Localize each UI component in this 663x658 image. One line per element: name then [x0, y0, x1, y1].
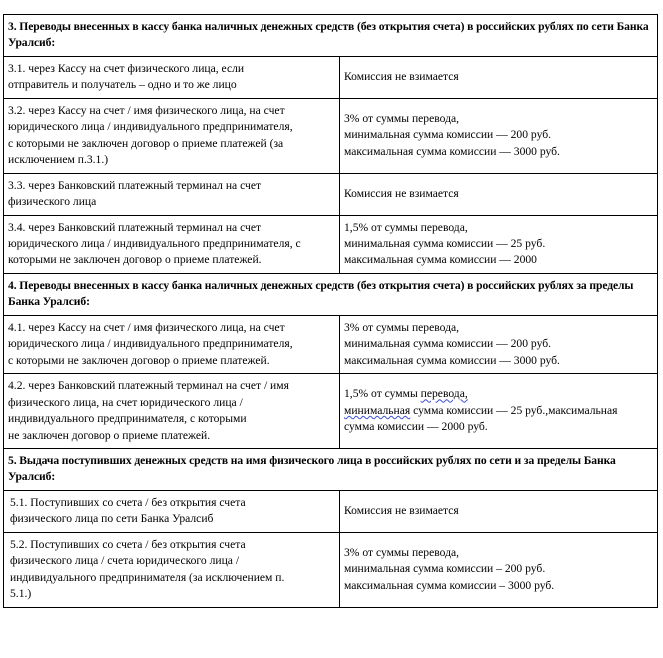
text-line: Комиссия не взимается — [344, 504, 459, 518]
text-line: 3.3. через Банковский платежный терминал… — [8, 178, 262, 192]
text-line: физического лица по сети Банка Уралсиб — [10, 512, 214, 526]
text-line: юридического лица / индивидуального пред… — [8, 236, 301, 250]
table-row: 3.3. через Банковский платежный терминал… — [3, 172, 658, 216]
table-row: 5.1. Поступивших со счета / без открытия… — [3, 489, 658, 533]
spellcheck-underlined-text: перевода, — [420, 387, 468, 401]
text-line: 3% от суммы перевода, — [344, 546, 460, 559]
text-line: Комиссия не взимается — [344, 186, 459, 200]
section-heading-section-4: 4. Переводы внесенных в кассу банка нали… — [3, 272, 658, 316]
description-cell-row-3-4: 3.4. через Банковский платежный терминал… — [3, 214, 340, 274]
text-line: юридического лица / индивидуального пред… — [8, 337, 293, 351]
text-line: 4.1. через Кассу на счет / имя физическо… — [8, 320, 285, 334]
fee-cell-row-3-3: Комиссия не взимается — [339, 172, 658, 216]
description-cell-row-3-3: 3.3. через Банковский платежный терминал… — [3, 172, 340, 216]
text-line: 5.1. Поступивших со счета / без открытия… — [10, 495, 246, 509]
text-segment: сумма комиссии — 2000 руб. — [344, 420, 488, 434]
section-heading-row: 5. Выдача поступивших денежных средств н… — [3, 447, 658, 491]
text-line: отправитель и получатель – одно и то же … — [8, 78, 237, 92]
text-line: 3.4. через Банковский платежный терминал… — [8, 220, 262, 234]
text-line: 3.2. через Кассу на счет / имя физическо… — [8, 103, 285, 117]
text-line: минимальная сумма комиссии — 200 руб. — [344, 337, 552, 351]
text-line: с которыми не заключен договор о приеме … — [8, 353, 270, 367]
tariff-table-body: 3. Переводы внесенных в кассу банка нали… — [3, 14, 658, 608]
section-heading-section-3: 3. Переводы внесенных в кассу банка нали… — [3, 14, 658, 57]
text-line: минимальная сумма комиссии — 25 руб.,мак… — [344, 403, 652, 419]
description-cell-row-3-1: 3.1. через Кассу на счет физического лиц… — [3, 55, 340, 99]
text-line: сумма комиссии — 2000 руб. — [344, 419, 652, 435]
text-line: физического лица, на счет юридического л… — [8, 395, 243, 409]
table-row: 5.2. Поступивших со счета / без открытия… — [3, 531, 658, 608]
text-line: физического лица — [8, 195, 97, 209]
description-cell-row-4-1: 4.1. через Кассу на счет / имя физическо… — [3, 314, 340, 375]
section-heading-section-5: 5. Выдача поступивших денежных средств н… — [3, 447, 658, 491]
text-line: 4.2. через Банковский платежный терминал… — [8, 379, 289, 393]
description-cell-row-5-1: 5.1. Поступивших со счета / без открытия… — [3, 489, 340, 533]
text-line: индивидуального предпринимателя, с котор… — [8, 412, 247, 426]
table-row: 4.2. через Банковский платежный терминал… — [3, 373, 658, 449]
text-line: физического лица / счета юридического ли… — [10, 554, 240, 568]
text-line: исключением п.3.1.) — [8, 153, 109, 167]
text-segment: сумма комиссии — 25 руб.,максимальная — [410, 403, 618, 417]
description-cell-row-3-2: 3.2. через Кассу на счет / имя физическо… — [3, 97, 340, 174]
tariff-table: 3. Переводы внесенных в кассу банка нали… — [3, 14, 658, 608]
text-segment: 1,5% от суммы — [344, 387, 421, 401]
text-line: 3.1. через Кассу на счет физического лиц… — [8, 61, 245, 75]
description-cell-row-4-2: 4.2. через Банковский платежный терминал… — [3, 373, 340, 449]
text-line: минимальная сумма комиссии — 25 руб. — [344, 236, 546, 250]
text-line: 3% от суммы перевода, — [344, 320, 460, 334]
text-line: Комиссия не взимается — [344, 70, 459, 84]
section-heading-row: 3. Переводы внесенных в кассу банка нали… — [3, 14, 658, 57]
text-line: 5.2. Поступивших со счета / без открытия… — [10, 537, 246, 551]
fee-cell-row-4-2: 1,5% от суммы перевода, минимальная сумма… — [339, 373, 658, 449]
table-row: 3.4. через Банковский платежный терминал… — [3, 214, 658, 274]
text-line: минимальная сумма комиссии — 200 руб. — [344, 128, 552, 142]
text-line: 5.1.) — [10, 587, 32, 601]
fee-cell-row-3-4: 1,5% от суммы перевода, минимальная сумма… — [339, 214, 658, 274]
text-line: с которыми не заключен договор о приеме … — [8, 136, 284, 150]
text-line: индивидуального предпринимателя (за искл… — [10, 570, 285, 584]
text-line: минимальная сумма комиссии – 200 руб. — [344, 562, 546, 576]
text-line: 1,5% от суммы перевода, — [344, 220, 468, 234]
text-line: 3% от суммы перевода, — [344, 112, 460, 126]
text-line: не заключен договор о приеме платежей. — [8, 428, 211, 442]
section-heading-row: 4. Переводы внесенных в кассу банка нали… — [3, 272, 658, 316]
description-cell-row-5-2: 5.2. Поступивших со счета / без открытия… — [3, 531, 340, 608]
spellcheck-underlined-text: минимальная — [344, 403, 411, 417]
fee-cell-row-5-1: Комиссия не взимается — [339, 489, 658, 533]
fee-cell-row-3-2: 3% от суммы перевода, минимальная сумма к… — [339, 97, 658, 174]
table-row: 4.1. через Кассу на счет / имя физическо… — [3, 314, 658, 375]
text-line: максимальная сумма комиссии — 3000 руб. — [344, 353, 560, 367]
fee-cell-row-5-2: 3% от суммы перевода, минимальная сумма к… — [339, 531, 658, 608]
fee-cell-row-3-1: Комиссия не взимается — [339, 55, 658, 99]
text-line: максимальная сумма комиссии — 2000 — [344, 253, 537, 267]
text-line: которыми не заключен договор о приеме пл… — [8, 253, 262, 267]
fee-cell-row-4-1: 3% от суммы перевода, минимальная сумма к… — [339, 314, 658, 375]
table-row: 3.2. через Кассу на счет / имя физическо… — [3, 97, 658, 174]
text-line: 1,5% от суммы перевода, — [344, 386, 652, 402]
text-line: максимальная сумма комиссии — 3000 руб. — [344, 144, 560, 158]
text-line: максимальная сумма комиссии – 3000 руб. — [344, 578, 555, 592]
text-line: юридического лица / индивидуального пред… — [8, 120, 293, 134]
table-row: 3.1. через Кассу на счет физического лиц… — [3, 55, 658, 99]
